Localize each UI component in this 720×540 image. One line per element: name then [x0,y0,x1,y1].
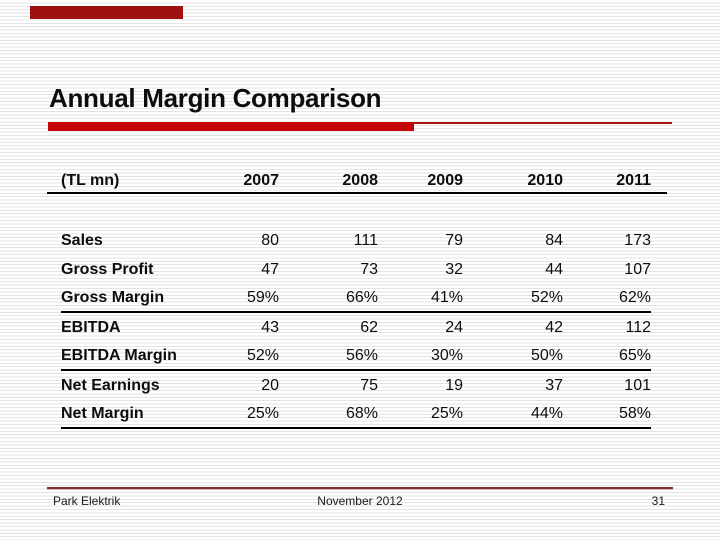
table-row-label: Sales [61,231,103,249]
table-cell-2009: 41% [430,288,463,306]
table-row-label: Gross Margin [61,288,165,306]
table-cell-2009: 32 [445,260,463,278]
footer-company: Park Elektrik [53,494,121,508]
title-underline-bar [48,122,414,131]
table-cell-2010: 84 [545,231,563,249]
table-cell-2007: 80 [261,231,279,249]
table-header-year-2007: 2007 [243,172,279,189]
table-cell-2008: 62 [360,318,378,336]
table-cell-2011: 112 [625,318,651,336]
table-row-label: EBITDA [61,318,121,336]
table-row: Gross Profit 47 73 32 44 107 [61,255,651,284]
table-header-year-2011: 2011 [616,172,651,189]
title-underline-extension [414,122,672,124]
table-header-year-2010: 2010 [527,172,563,189]
table-cell-2010: 37 [545,376,563,394]
footer-date: November 2012 [317,494,403,508]
table-row: Gross Margin 59% 66% 41% 52% 62% [61,284,651,313]
table-cell-2010: 42 [545,318,563,336]
footer: Park Elektrik November 2012 31 [0,494,720,512]
table-row: Sales 80 111 79 84 173 [61,226,651,255]
slide-title: Annual Margin Comparison [49,83,382,113]
table-cell-2011: 65% [618,346,651,364]
table-cell-2008: 68% [345,404,378,422]
table-cell-2007: 47 [261,260,279,278]
table-body: Sales 80 111 79 84 173 Gross Profit 47 7… [61,226,651,429]
table-cell-2007: 25% [246,404,279,422]
table-cell-2010: 50% [530,346,563,364]
table-header-spacer [61,194,651,226]
table-row: EBITDA Margin 52% 56% 30% 50% 65% [61,342,651,371]
table-header-unit-label: (TL mn) [61,172,120,189]
table-row: Net Earnings 20 75 19 37 101 [61,371,651,400]
table-row-label: Net Earnings [61,376,160,394]
margin-comparison-table: (TL mn) 2007 2008 2009 2010 2011 Sales 8… [47,170,667,429]
table-header-year-2009: 2009 [427,172,463,189]
table-cell-2009: 79 [445,231,463,249]
table-cell-2011: 62% [618,288,651,306]
table-cell-2008: 66% [345,288,378,306]
table-cell-2008: 73 [360,260,378,278]
table-cell-2011: 101 [624,376,651,394]
table-cell-2010: 44% [530,404,563,422]
table-header-row: (TL mn) 2007 2008 2009 2010 2011 [47,170,667,194]
table-cell-2010: 52% [530,288,563,306]
table-row: Net Margin 25% 68% 25% 44% 58% [61,400,651,429]
table-header-year-2008: 2008 [342,172,378,189]
table-cell-2009: 30% [430,346,463,364]
table-row-label: EBITDA Margin [61,346,177,364]
table-cell-2007: 20 [261,376,279,394]
table-cell-2008: 111 [353,231,378,249]
table-cell-2009: 25% [430,404,463,422]
footer-page-number: 31 [651,494,665,508]
table-row: EBITDA 43 62 24 42 112 [61,313,651,342]
table-cell-2009: 19 [445,376,463,394]
table-cell-2007: 43 [261,318,279,336]
table-cell-2008: 56% [345,346,378,364]
table-cell-2008: 75 [360,376,378,394]
table-cell-2010: 44 [545,260,563,278]
top-accent-bar [30,6,183,19]
table-cell-2011: 173 [624,231,651,249]
table-row-label: Gross Profit [61,260,154,278]
table-cell-2007: 59% [246,288,279,306]
table-cell-2011: 58% [618,404,651,422]
table-cell-2011: 107 [624,260,651,278]
table-row-label: Net Margin [61,404,144,422]
footer-divider [47,487,673,489]
table-cell-2007: 52% [246,346,279,364]
table-cell-2009: 24 [445,318,463,336]
